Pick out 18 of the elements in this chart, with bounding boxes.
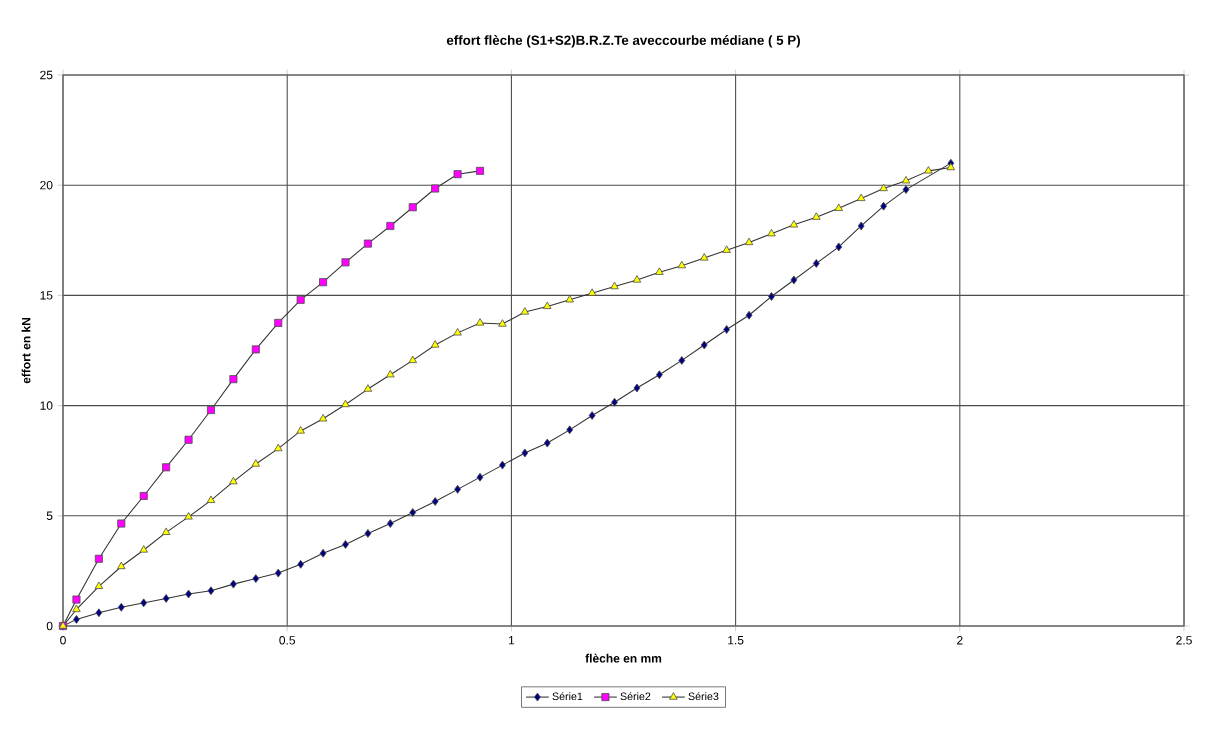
x-tick-label: 0.5 — [279, 636, 296, 645]
y-tick-label: 10 — [40, 401, 53, 410]
x-axis-title: flèche en mm — [585, 653, 662, 663]
y-axis-title: effort en kN — [21, 317, 31, 384]
y-tick-label: 5 — [46, 511, 53, 520]
legend-label: Série2 — [620, 692, 651, 701]
chart-title: effort flèche (S1+S2)B.R.Z.Te aveccourbe médiane ( 5 P) — [446, 35, 800, 48]
y-tick-label: 15 — [40, 291, 53, 300]
x-tick-label: 0 — [60, 636, 66, 645]
legend-label: Série1 — [552, 692, 583, 701]
x-tick-label: 1.5 — [728, 636, 744, 645]
y-tick-label: 0 — [46, 621, 53, 631]
x-tick-label: 1 — [508, 636, 515, 645]
x-tick-label: 2 — [957, 636, 963, 645]
legend-label: Série3 — [688, 692, 719, 701]
x-tick-label: 2.5 — [1176, 636, 1192, 645]
y-tick-label: 20 — [40, 180, 53, 190]
y-tick-label: 25 — [40, 70, 53, 80]
